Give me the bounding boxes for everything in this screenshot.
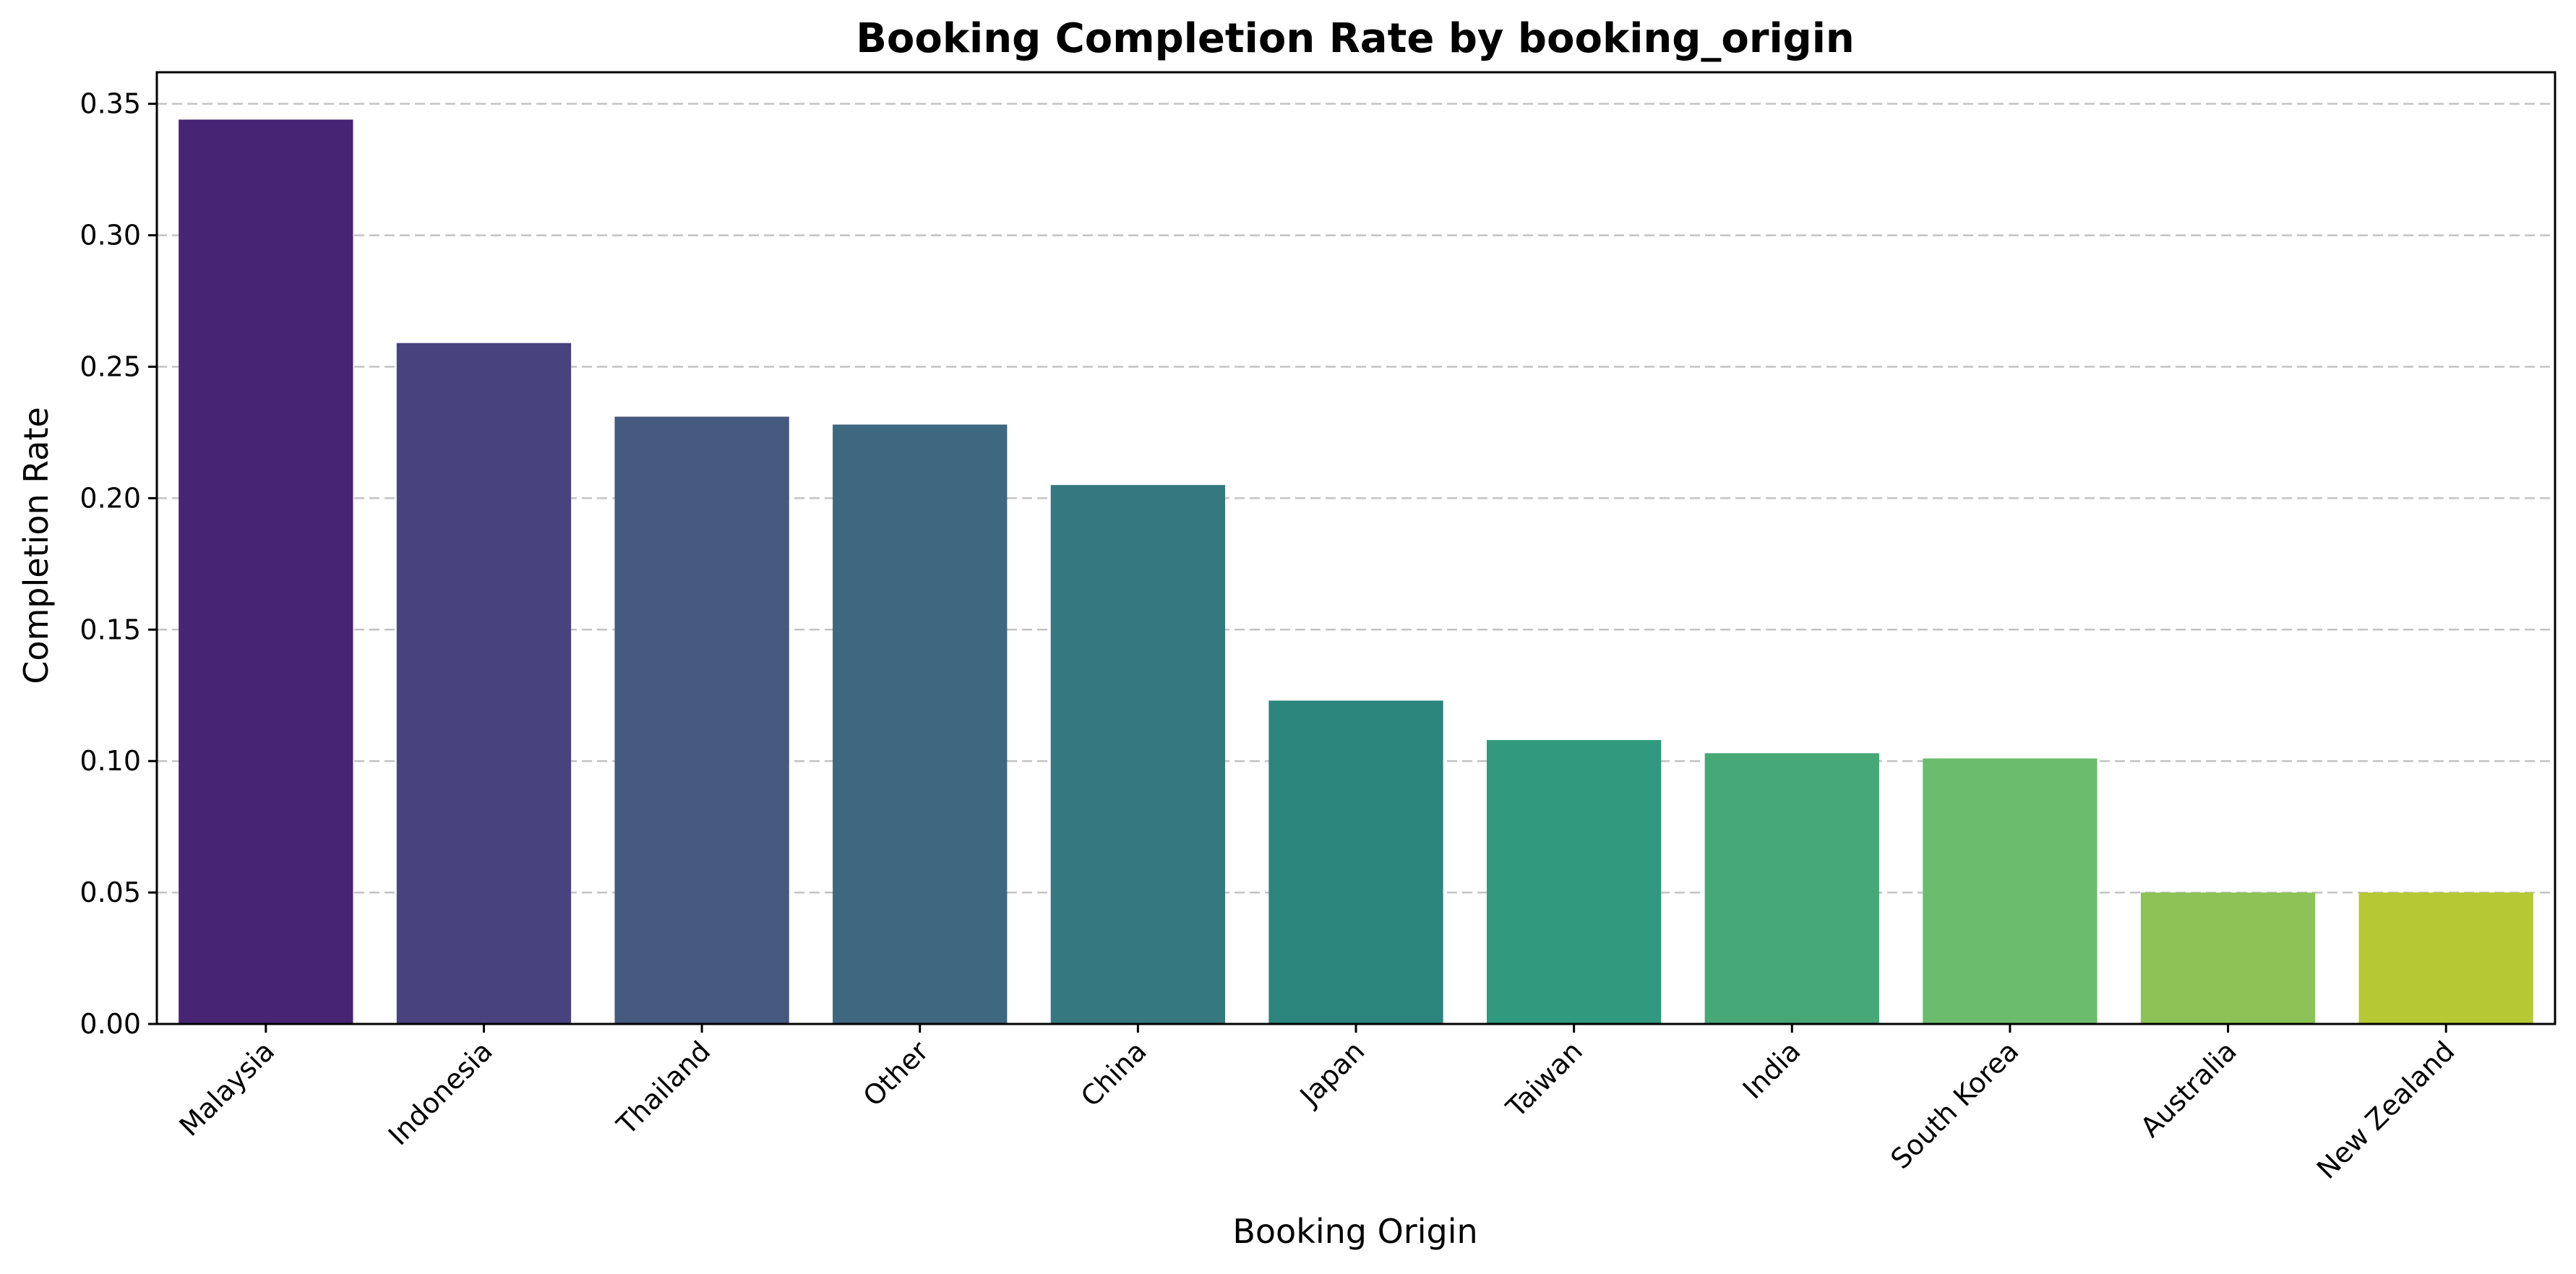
bar-indonesia bbox=[396, 343, 572, 1024]
y-axis-label: Completion Rate bbox=[17, 407, 56, 684]
x-tick-label: South Korea bbox=[1884, 1035, 2025, 1175]
x-tick-label: Other bbox=[857, 1035, 935, 1113]
bar-other bbox=[833, 424, 1008, 1024]
x-tick-label: New Zealand bbox=[2311, 1035, 2461, 1185]
bar-thailand bbox=[614, 416, 789, 1024]
x-tick-label: Taiwan bbox=[1500, 1035, 1589, 1124]
x-tick-label: India bbox=[1737, 1035, 1807, 1105]
y-tick-label: 0.35 bbox=[80, 88, 141, 120]
x-ticks: Malaysia Indonesia Thailand Other China Japan… bbox=[173, 1024, 2461, 1185]
x-tick-label: Japan bbox=[1293, 1035, 1370, 1112]
y-tick-label: 0.25 bbox=[80, 350, 141, 382]
x-tick-label: Malaysia bbox=[173, 1035, 281, 1142]
bar-malaysia bbox=[179, 119, 353, 1024]
bar-australia bbox=[2140, 892, 2316, 1024]
bar-india bbox=[1704, 753, 1879, 1024]
bar-china bbox=[1050, 485, 1226, 1024]
y-tick-label: 0.05 bbox=[80, 877, 141, 908]
bar-taiwan bbox=[1486, 740, 1662, 1024]
chart-title: Booking Completion Rate by booking_origi… bbox=[856, 15, 1855, 62]
y-tick-label: 0.00 bbox=[80, 1008, 141, 1040]
bar-japan bbox=[1268, 700, 1443, 1024]
y-tick-label: 0.20 bbox=[80, 482, 141, 514]
x-tick-label: Australia bbox=[2134, 1035, 2243, 1143]
bar-south-korea bbox=[1923, 758, 2098, 1024]
y-ticks: 0.00 0.05 0.10 0.15 0.20 0.25 0.30 0.35 bbox=[80, 88, 157, 1040]
x-tick-label: Indonesia bbox=[382, 1035, 499, 1151]
x-tick-label: Thailand bbox=[610, 1035, 716, 1141]
bars bbox=[179, 119, 2533, 1024]
bar-new-zealand bbox=[2358, 892, 2533, 1024]
x-axis-label: Booking Origin bbox=[1232, 1212, 1477, 1251]
y-tick-label: 0.10 bbox=[80, 745, 141, 777]
y-tick-label: 0.15 bbox=[80, 614, 141, 645]
x-tick-label: China bbox=[1075, 1035, 1153, 1113]
y-tick-label: 0.30 bbox=[80, 220, 141, 251]
